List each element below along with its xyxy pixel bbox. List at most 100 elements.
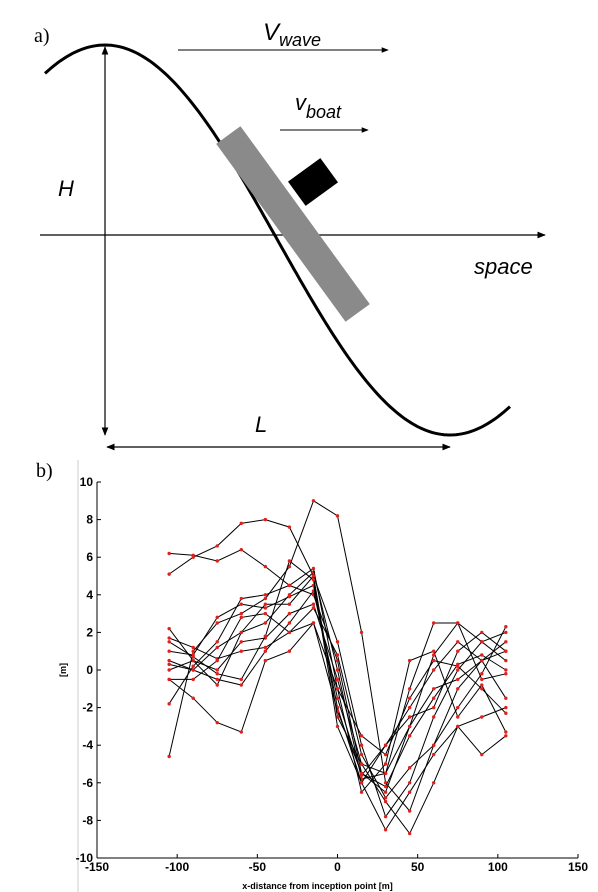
data-point <box>359 771 364 776</box>
data-point <box>383 784 388 789</box>
data-point <box>191 658 195 663</box>
data-point <box>311 578 316 582</box>
series-line <box>168 589 506 777</box>
data-point <box>480 715 484 719</box>
data-point <box>480 630 484 635</box>
y-tick-label: 0 <box>86 663 93 677</box>
data-point <box>239 677 243 682</box>
data-point <box>456 687 460 691</box>
data-point <box>215 615 219 620</box>
data-point <box>311 606 316 610</box>
data-point <box>287 594 292 599</box>
data-point <box>191 645 195 650</box>
data-point <box>167 754 171 759</box>
data-point <box>215 645 219 650</box>
data-point <box>191 664 195 668</box>
data-point <box>335 715 340 719</box>
data-point <box>456 640 460 644</box>
y-tick-label: 2 <box>86 625 93 639</box>
data-point <box>287 611 292 616</box>
data-point <box>215 668 219 672</box>
data-point <box>263 658 268 663</box>
data-point <box>407 705 412 710</box>
data-point <box>480 672 484 676</box>
data-point <box>407 734 412 738</box>
data-point <box>432 649 436 653</box>
data-point <box>335 640 340 644</box>
data-point <box>167 572 171 576</box>
data-point <box>311 574 316 578</box>
y-tick-label: 6 <box>86 550 93 564</box>
data-point <box>407 658 412 663</box>
data-point <box>239 630 243 635</box>
data-point <box>504 711 508 715</box>
length-label: L <box>255 412 267 437</box>
data-point <box>383 762 388 766</box>
data-point <box>287 649 292 653</box>
data-point <box>432 668 436 672</box>
boat-cabin <box>288 158 338 206</box>
data-point <box>504 649 508 653</box>
data-point <box>311 566 316 571</box>
data-point <box>167 668 171 672</box>
data-point <box>480 687 484 691</box>
data-point <box>432 705 436 710</box>
data-point <box>456 705 460 710</box>
data-point <box>383 796 388 800</box>
data-point <box>263 611 268 616</box>
data-point <box>239 683 243 687</box>
data-point <box>167 649 171 653</box>
x-tick-label: 100 <box>488 860 508 874</box>
y-tick-label: -8 <box>82 813 93 827</box>
data-point <box>215 544 219 548</box>
data-point <box>335 653 340 657</box>
symbol: V <box>263 19 281 46</box>
data-point <box>504 630 508 635</box>
y-axis-title: [m] <box>58 663 68 677</box>
data-point <box>263 621 268 625</box>
data-point <box>456 621 460 625</box>
data-point <box>480 752 484 757</box>
x-tick-label: 0 <box>334 860 341 874</box>
data-point <box>504 640 508 644</box>
y-tick-label: 10 <box>80 475 94 489</box>
x-tick-label: -150 <box>85 860 109 874</box>
panel-label: b) <box>36 460 53 482</box>
data-point <box>504 734 508 738</box>
data-point <box>456 677 460 682</box>
data-point <box>263 564 268 569</box>
y-tick-label: 8 <box>86 513 93 527</box>
data-point <box>263 596 268 601</box>
data-point <box>383 828 388 832</box>
data-point <box>215 672 219 676</box>
y-tick-label: -10 <box>76 851 94 865</box>
data-point <box>407 715 412 719</box>
data-point <box>215 677 219 682</box>
data-point <box>504 668 508 672</box>
data-point <box>359 781 364 785</box>
data-point <box>432 715 436 719</box>
data-point <box>504 696 508 700</box>
data-point <box>287 559 292 563</box>
data-point <box>239 521 243 526</box>
subscript: wave <box>279 30 321 50</box>
data-point <box>239 611 243 616</box>
data-point <box>263 645 268 650</box>
data-point <box>432 653 436 657</box>
data-point <box>383 790 388 794</box>
data-point <box>432 752 436 757</box>
data-point <box>335 696 340 700</box>
data-point <box>191 655 195 659</box>
y-tick-label: -2 <box>82 701 93 715</box>
data-point <box>215 559 219 563</box>
data-point <box>263 517 268 522</box>
data-point <box>167 658 171 663</box>
data-point <box>167 626 171 631</box>
data-point <box>407 696 412 700</box>
data-point <box>407 831 412 836</box>
x-tick-label: -100 <box>165 860 189 874</box>
data-point <box>383 743 388 747</box>
data-point <box>383 814 388 819</box>
data-point <box>432 743 436 747</box>
data-point <box>504 625 508 629</box>
